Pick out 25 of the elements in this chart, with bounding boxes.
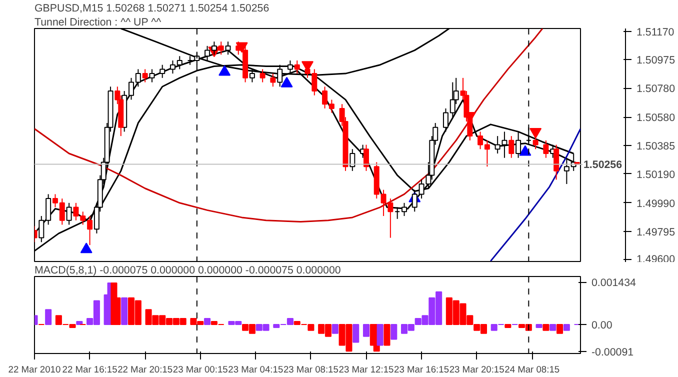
x-tick-label: 23 Mar 04:15 [228, 364, 284, 374]
ref-line-label: 1.50256 [584, 159, 622, 172]
chart-title: MACD(5,8,1) -0.000075 0.000000 0.000000 -0.000075 0.000000 [34, 264, 341, 276]
y-tick-label: 1.50975 [636, 54, 676, 67]
y-tick-label: 1.49990 [636, 198, 676, 210]
x-tick-label: 23 Mar 00:15 [172, 364, 228, 374]
y-tick-label: 1.50385 [636, 140, 676, 152]
x-tick-label: 22 Mar 16:15 [62, 364, 118, 374]
x-tick-label: 22 Mar 20:15 [118, 364, 173, 374]
y-tick-label: 1.51170 [636, 26, 674, 38]
y-tick-label: 1.50780 [636, 83, 676, 96]
x-tick-label: 24 Mar 08:15 [504, 364, 560, 374]
y-tick-label: 1.49795 [636, 226, 676, 238]
chart-subtitle: Tunnel Direction : ^^ UP ^^ [34, 16, 162, 28]
x-tick-label: 23 Mar 08:15 [283, 364, 338, 374]
y-tick-label: 1.50190 [636, 168, 676, 181]
x-tick-label: 23 Mar 20:15 [449, 364, 504, 374]
x-tick-label: 23 Mar 16:15 [394, 364, 450, 374]
x-tick-label: 23 Mar 12:15 [338, 364, 394, 374]
chart-title: GBPUSD,M15 1.50268 1.50271 1.50254 1.50256 [34, 2, 270, 14]
y-tick-label: 0.001434 [592, 277, 636, 290]
x-tick-label: 22 Mar 2010 [8, 364, 61, 374]
y-tick-label: -0.00091 [592, 346, 634, 358]
y-tick-label: 0.00 [592, 319, 612, 332]
y-tick-label: 1.50580 [636, 112, 676, 124]
